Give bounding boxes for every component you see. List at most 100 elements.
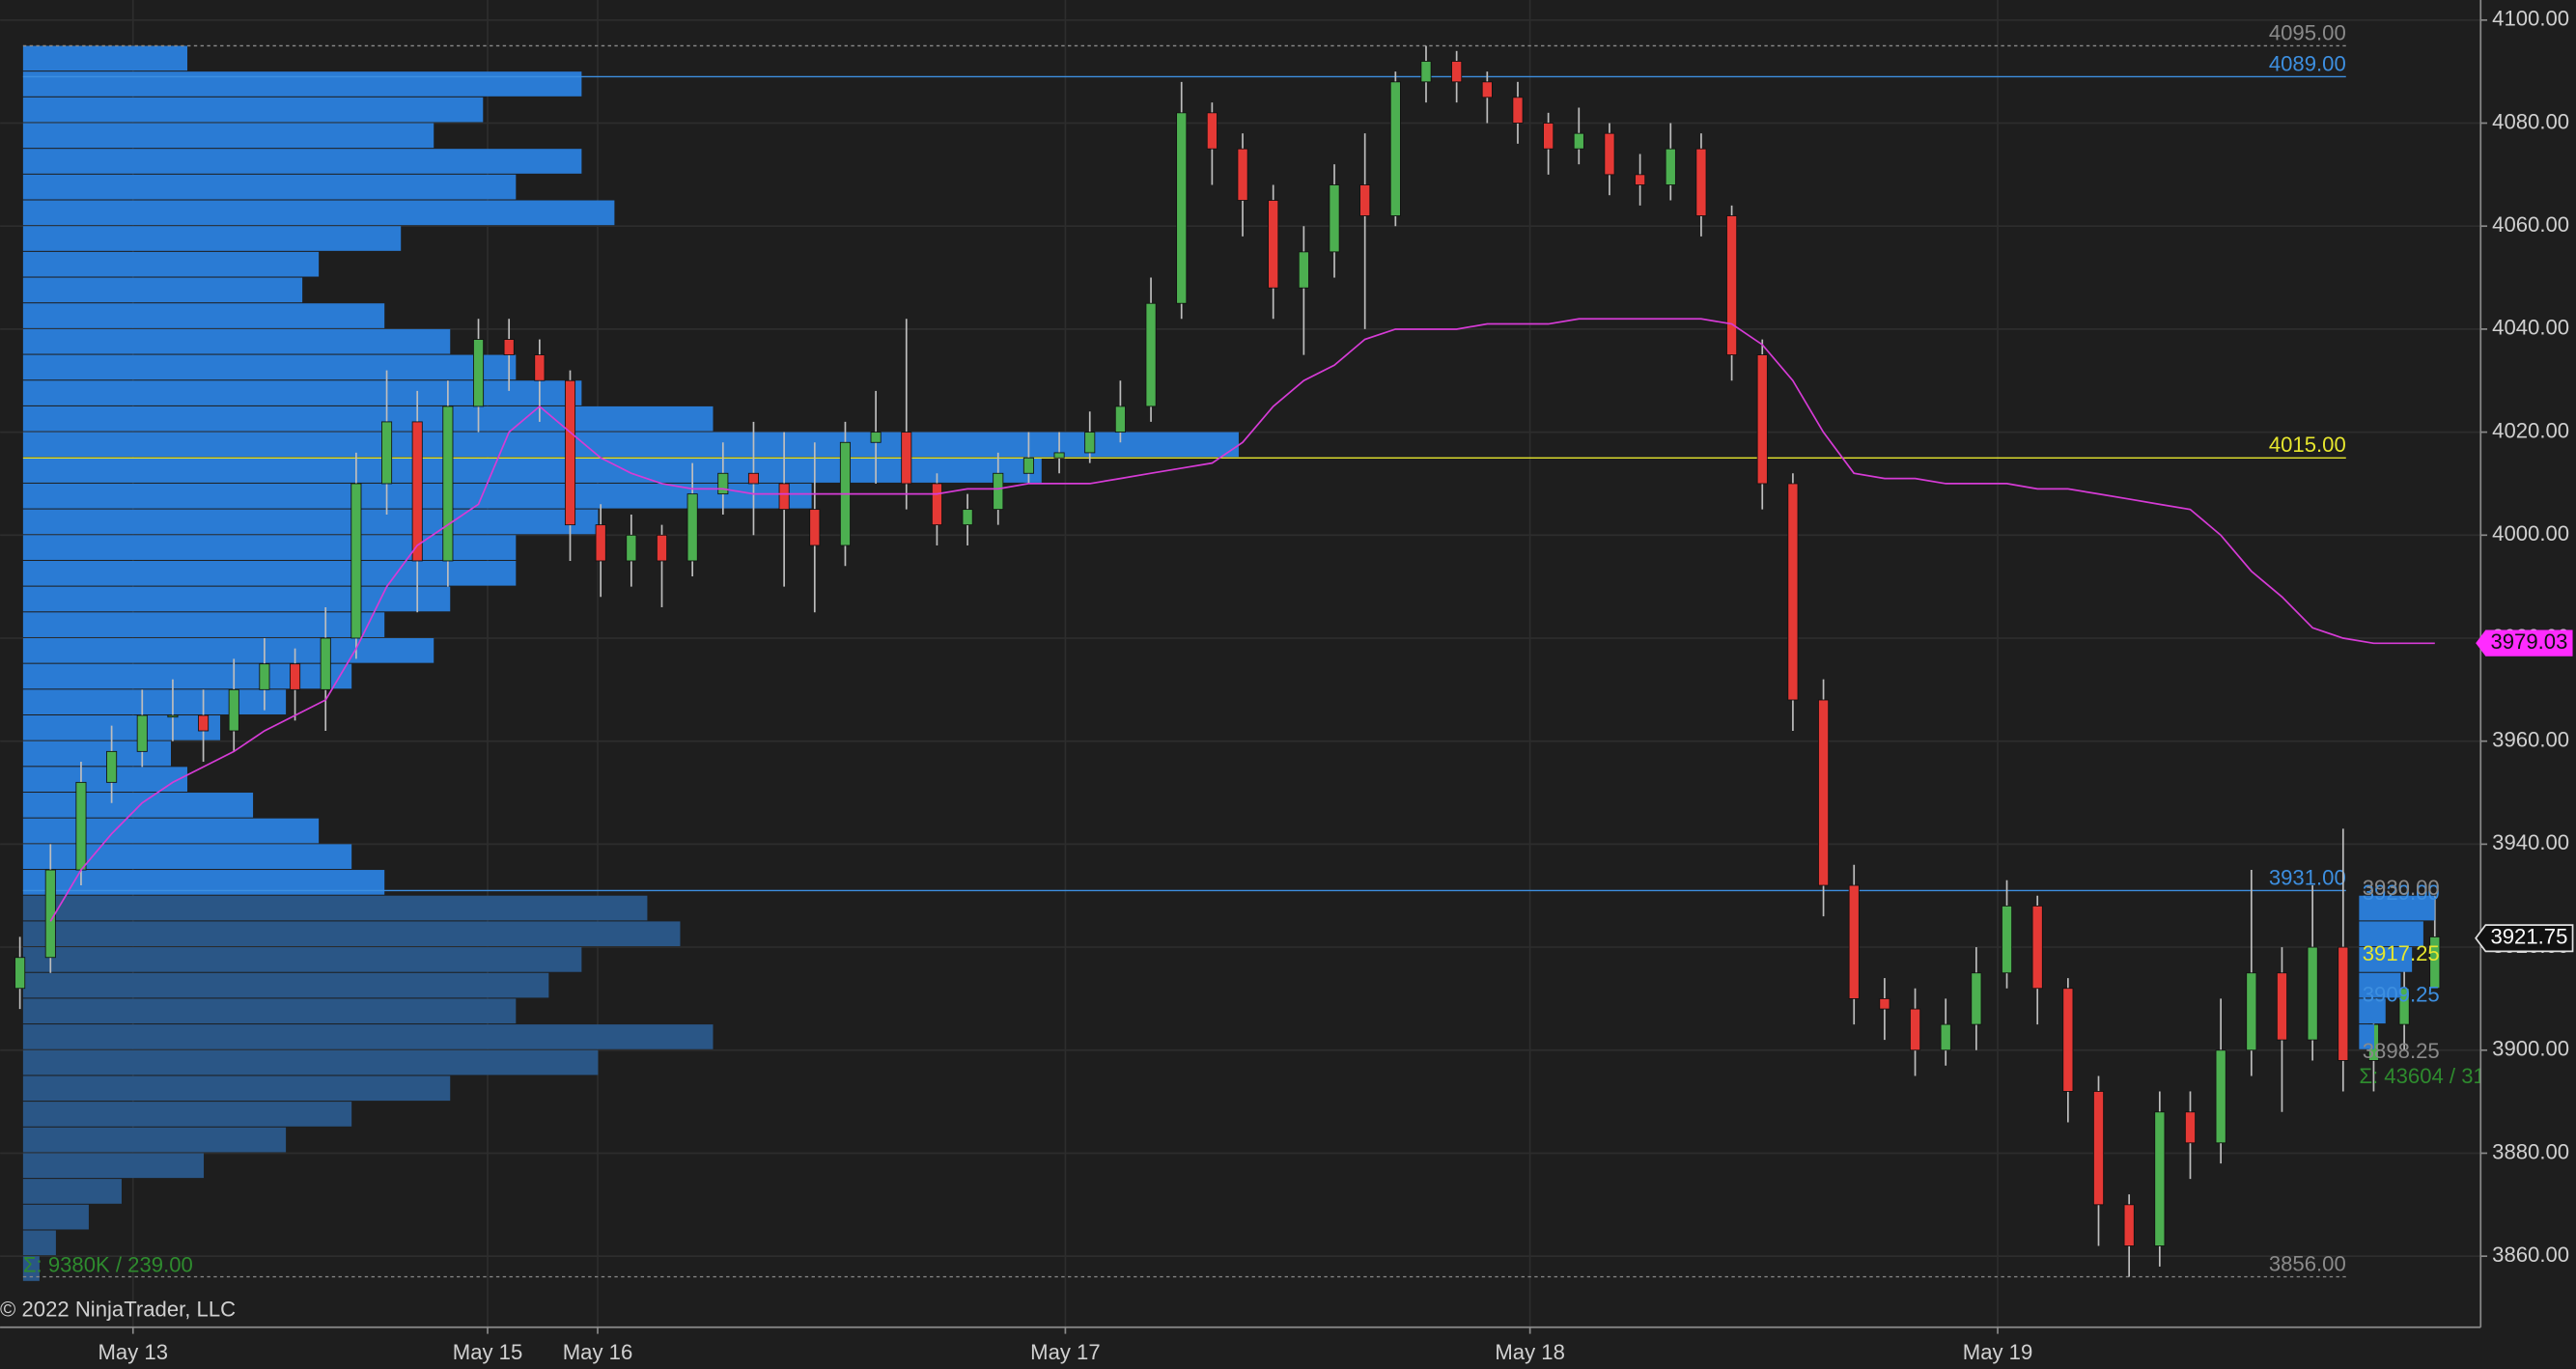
x-tick-label: May 13 [98, 1340, 169, 1364]
profile-bar [22, 947, 582, 972]
candle-body [2123, 1204, 2135, 1246]
x-tick-label: May 17 [1030, 1340, 1101, 1364]
session-profile-bar [2359, 972, 2401, 998]
candle-body [2429, 936, 2441, 990]
candle-body [564, 379, 576, 526]
candle-body [778, 483, 790, 511]
candle-body [2184, 1111, 2197, 1144]
candle-body [686, 493, 698, 562]
profile-bar [22, 71, 582, 97]
candle-body [2092, 1091, 2105, 1206]
x-tick-label: May 16 [563, 1340, 633, 1364]
profile-bar [22, 715, 221, 740]
profile-bar [22, 998, 517, 1024]
candle-body [198, 714, 210, 732]
y-tick-label: 3880.00 [2492, 1139, 2569, 1163]
candle-body [2031, 905, 2043, 990]
vwap-badge-label: 3979.03 [2490, 629, 2567, 654]
candle-body [1726, 215, 1738, 355]
candle-body [1022, 457, 1034, 474]
profile-bar [22, 149, 582, 174]
profile-bar [22, 689, 287, 714]
profile-bar [22, 1153, 205, 1179]
session-level-label: 3929.00 [2363, 880, 2440, 905]
profile-bar [22, 560, 517, 586]
vwap-line [49, 318, 2435, 922]
session-level-label: 3909.25 [2363, 982, 2440, 1006]
y-tick-label: 4000.00 [2492, 521, 2569, 545]
x-tick-label: May 15 [453, 1340, 523, 1364]
candle-body [320, 637, 331, 690]
session-level-label: 3898.25 [2363, 1039, 2440, 1063]
profile-bar [22, 303, 385, 328]
candle-body [2338, 946, 2349, 1061]
candle-body [503, 339, 515, 355]
candle-body [290, 663, 301, 690]
candle-body [259, 663, 270, 690]
candle-body [717, 472, 729, 495]
profile-bar [22, 1049, 599, 1076]
candle-body [1848, 884, 1860, 999]
candle-body [1114, 405, 1126, 433]
level-label: 4015.00 [2269, 433, 2346, 457]
candle-body [1879, 997, 1890, 1010]
copyright: © 2022 NinjaTrader, LLC [0, 1298, 236, 1322]
candle-body [1359, 184, 1371, 216]
x-tick-label: May 19 [1963, 1340, 2033, 1364]
candle-body [1940, 1023, 1951, 1051]
candle-body [411, 421, 423, 562]
session-profile-total: Σ: 43604 / 31 [2359, 1064, 2484, 1088]
candle-body [473, 339, 485, 407]
candle-body [228, 688, 239, 732]
profile-bar [22, 612, 385, 637]
candle-body [1818, 699, 1830, 886]
profile-bar [22, 586, 451, 612]
profile-bar [22, 535, 517, 560]
candle-body [106, 750, 118, 783]
profile-bar [22, 921, 681, 947]
candle-body [1268, 200, 1279, 289]
candle-body [44, 869, 56, 959]
candle-body [595, 524, 606, 562]
y-tick-label: 3900.00 [2492, 1037, 2569, 1061]
profile-bar [22, 45, 188, 71]
level-label: 4095.00 [2269, 20, 2346, 44]
session-profile-bar [2359, 998, 2386, 1024]
candle-body [1389, 81, 1401, 216]
y-tick-label: 4040.00 [2492, 316, 2569, 340]
candle-body [747, 472, 760, 485]
session-profile-bar [2359, 947, 2413, 972]
profile-bar [22, 1256, 40, 1281]
profile-bar [22, 354, 517, 380]
profile-bar [22, 663, 352, 689]
profile-bar [22, 97, 484, 123]
profile-bar [22, 380, 582, 405]
session-profile-bar [2359, 921, 2423, 947]
candle-body [993, 472, 1004, 511]
candle-body [2062, 988, 2074, 1092]
candle-body [626, 534, 637, 562]
vwap-badge [2476, 629, 2573, 657]
profile-bar [22, 432, 1239, 458]
profile-bar [22, 405, 714, 432]
candle-body [2398, 988, 2410, 1025]
candle-body [1695, 148, 1707, 216]
y-tick-label: 4080.00 [2492, 109, 2569, 133]
candle-body [1512, 97, 1524, 124]
profile-bar [22, 793, 254, 818]
profile-bar [22, 844, 352, 870]
profile-bar [22, 200, 615, 226]
candle-body [2215, 1049, 2226, 1144]
profile-bar [22, 277, 303, 303]
candle-body [1420, 61, 1432, 83]
candle-body [1543, 123, 1554, 150]
candle-body [442, 405, 454, 562]
plot-area: Σ: 9380K / 239.00 4095.00 4089.00 4015.00 39… [0, 0, 2484, 1327]
candle-body [1237, 148, 1248, 201]
session-profile-bar [2359, 1024, 2375, 1049]
candle-body [2276, 972, 2288, 1041]
last-price-badge [2475, 924, 2574, 953]
y-tick-label: 3940.00 [2492, 830, 2569, 854]
profile-bar [22, 123, 434, 149]
